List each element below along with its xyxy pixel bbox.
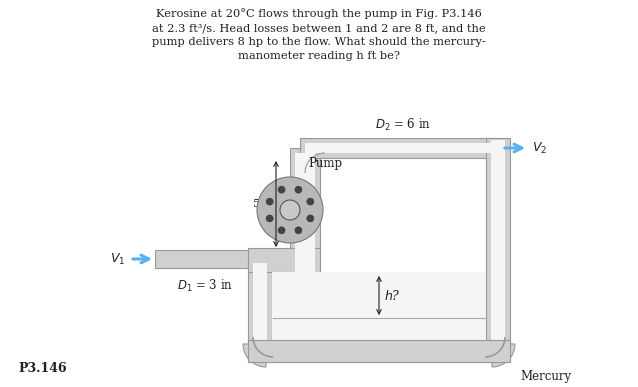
Text: $V_2$: $V_2$ — [532, 140, 547, 156]
Bar — [253, 263, 267, 350]
Bar — [491, 140, 505, 350]
Bar — [290, 202, 302, 218]
Text: Pump: Pump — [308, 157, 342, 170]
Circle shape — [257, 177, 323, 243]
Bar — [272, 272, 486, 357]
Circle shape — [266, 198, 273, 205]
Text: Mercury: Mercury — [520, 370, 571, 383]
Circle shape — [266, 215, 273, 222]
Wedge shape — [492, 344, 515, 367]
Bar — [253, 345, 505, 357]
Bar — [290, 148, 320, 272]
Circle shape — [307, 198, 314, 205]
Bar — [248, 340, 510, 362]
Bar — [155, 250, 310, 268]
Wedge shape — [243, 344, 266, 367]
Circle shape — [295, 227, 302, 234]
Text: $h$?: $h$? — [384, 288, 401, 303]
Text: P3.146: P3.146 — [18, 362, 66, 375]
Circle shape — [307, 215, 314, 222]
Text: Kerosine at 20°C flows through the pump in Fig. P3.146
at 2.3 ft³/s. Head losses: Kerosine at 20°C flows through the pump … — [152, 8, 486, 61]
Bar — [271, 318, 487, 357]
Circle shape — [278, 227, 285, 234]
Text: 5 ft: 5 ft — [253, 199, 272, 209]
Bar — [248, 258, 272, 355]
Bar — [486, 138, 510, 355]
Bar — [295, 153, 315, 274]
Circle shape — [278, 186, 285, 193]
Circle shape — [295, 186, 302, 193]
Text: $V_1$: $V_1$ — [110, 252, 125, 267]
Bar — [248, 340, 510, 362]
Circle shape — [280, 200, 300, 220]
Text: $D_2$ = 6 in: $D_2$ = 6 in — [375, 117, 431, 133]
Text: $D_1$ = 3 in: $D_1$ = 3 in — [177, 278, 233, 294]
Bar — [248, 248, 320, 272]
Bar — [305, 143, 500, 153]
Bar — [300, 138, 500, 158]
